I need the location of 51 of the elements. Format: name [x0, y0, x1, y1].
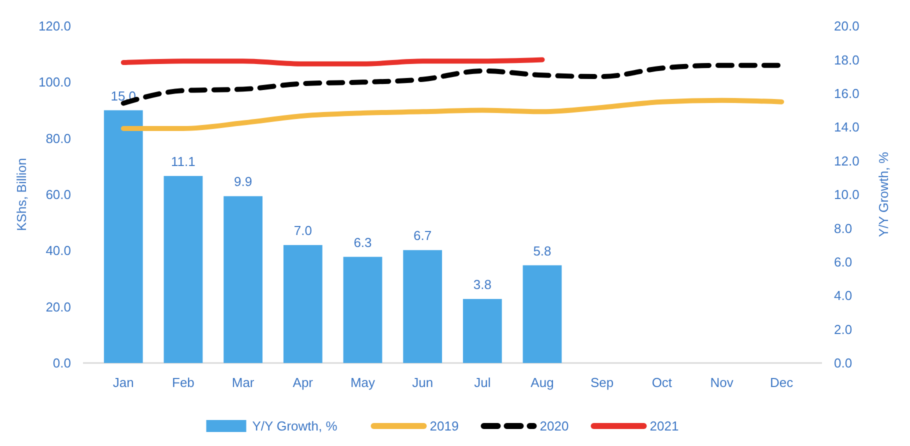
data-label: 6.7: [414, 228, 432, 244]
legend-label: 2019: [430, 418, 459, 434]
y2-tick-label: 8.0: [834, 220, 852, 236]
y-tick-label: 100.0: [38, 74, 71, 90]
data-label: 3.8: [473, 276, 492, 292]
x-tick-label: Mar: [232, 375, 255, 390]
legend-label: Y/Y Growth, %: [252, 418, 338, 434]
x-tick-label: Dec: [770, 375, 794, 390]
x-tick-label: Jun: [412, 375, 434, 390]
y-axis-title: KShs, Billion: [14, 158, 29, 231]
y2-tick-label: 20.0: [834, 18, 860, 34]
y-tick-label: 40.0: [46, 243, 71, 258]
y2-tick-label: 6.0: [834, 254, 852, 270]
bar: [104, 110, 143, 363]
y-tick-label: 60.0: [46, 187, 71, 202]
y2-tick-label: 4.0: [834, 288, 852, 304]
y2-tick-label: 0.0: [834, 356, 852, 371]
x-tick-label: May: [350, 375, 376, 390]
x-tick-label: Feb: [172, 375, 194, 390]
x-tick-label: Oct: [652, 375, 672, 390]
y2-tick-label: 2.0: [834, 322, 852, 337]
y-tick-label: 20.0: [46, 299, 71, 314]
y2-tick-label: 10.0: [834, 187, 860, 202]
bar: [522, 265, 562, 363]
y2-axis-title: Y/Y Growth, %: [876, 152, 891, 238]
data-label: 9.9: [234, 174, 252, 190]
y2-tick-label: 16.0: [834, 86, 860, 101]
bar: [403, 250, 442, 363]
x-tick-label: Apr: [292, 375, 314, 390]
x-tick-label: Sep: [590, 375, 614, 390]
x-tick-label: Jul: [474, 375, 491, 390]
legend-label: 2021: [650, 418, 679, 434]
y-tick-label: 0.0: [52, 356, 71, 371]
data-label: 5.8: [533, 243, 552, 258]
bar: [343, 256, 382, 363]
data-label: 11.1: [171, 154, 196, 169]
x-tick-label: Jan: [112, 375, 134, 390]
x-tick-label: Aug: [530, 375, 554, 390]
y2-tick-label: 14.0: [834, 120, 860, 135]
y2-tick-label: 12.0: [834, 153, 860, 168]
data-label: 7.0: [294, 223, 312, 238]
bar: [283, 245, 322, 363]
y-tick-label: 80.0: [46, 130, 71, 146]
y-tick-label: 120.0: [38, 18, 71, 34]
bar: [164, 176, 203, 363]
legend-label: 2020: [540, 418, 569, 434]
y2-tick-label: 18.0: [834, 52, 860, 68]
x-tick-label: Nov: [710, 375, 734, 390]
bar: [462, 298, 502, 363]
data-label: 6.3: [354, 234, 372, 250]
bar: [224, 196, 263, 363]
